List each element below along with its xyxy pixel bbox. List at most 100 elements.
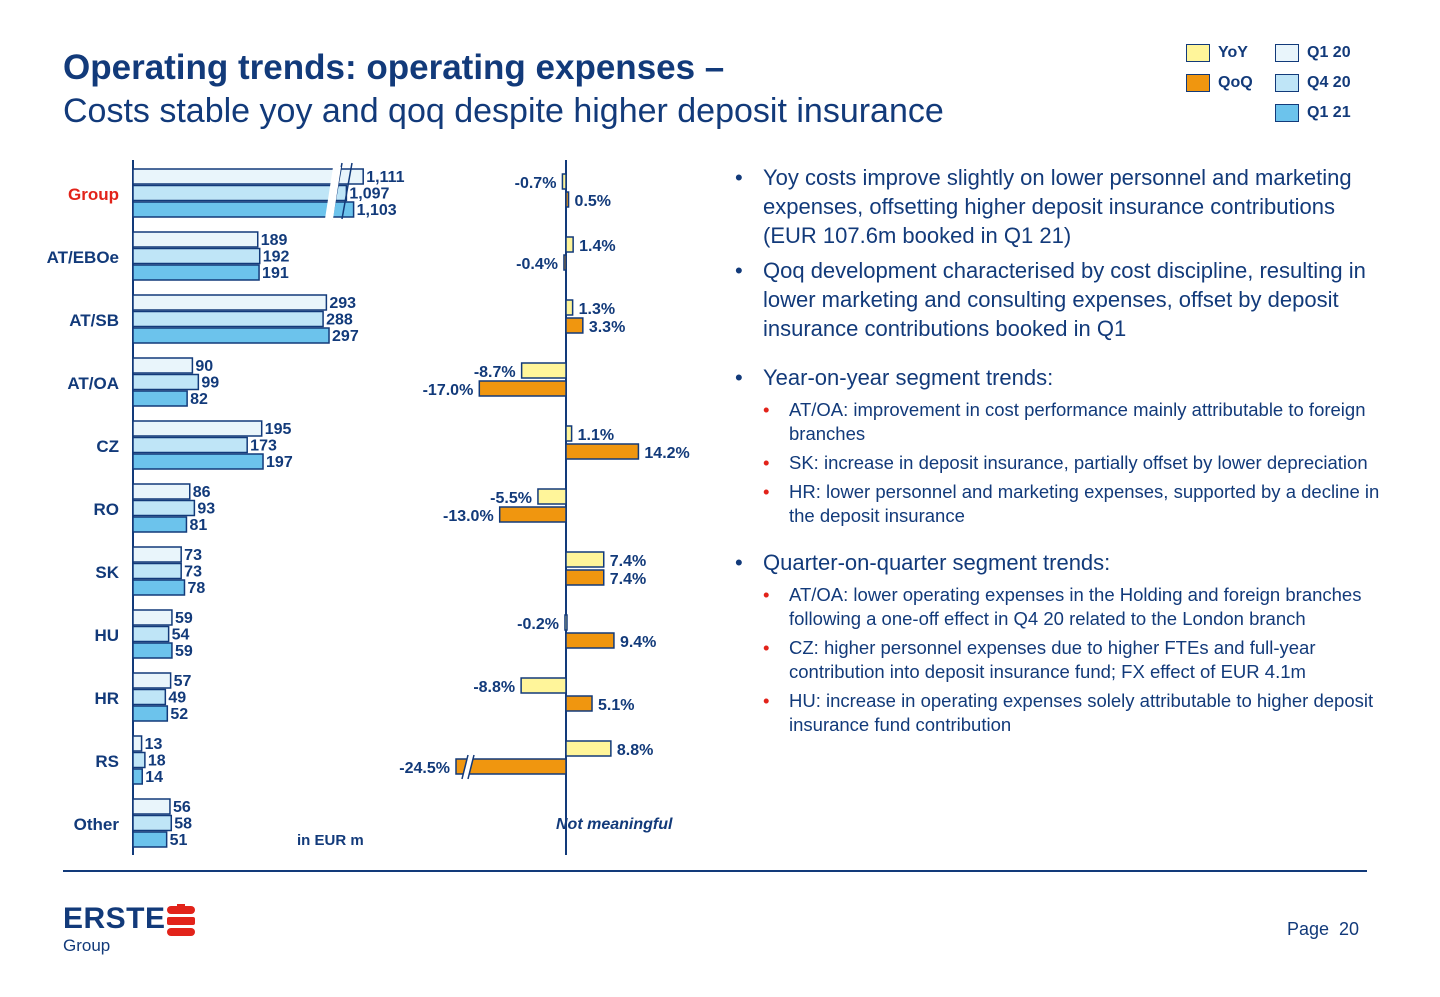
bar-q1 (132, 672, 172, 689)
sub-bullet-item: AT/OA: lower operating expenses in the H… (735, 583, 1385, 631)
data-label-qoq: -0.4% (516, 256, 558, 273)
bar-q1 (132, 420, 263, 437)
axis-break-mark (467, 754, 475, 780)
data-label-q121: 1,103 (357, 202, 397, 219)
legend-q4-20: Q4 20 (1275, 74, 1351, 92)
bar-q4 (132, 688, 167, 706)
bar-yoy (565, 236, 574, 253)
bar-yoy (564, 614, 568, 631)
bar-q4 (132, 184, 348, 202)
unit-note: in EUR m (297, 832, 364, 849)
data-label-yoy: -0.2% (517, 616, 559, 633)
bar-qoq (478, 380, 567, 397)
sub-bullet-item: CZ: higher personnel expenses due to hig… (735, 636, 1385, 684)
bar-q121 (132, 327, 330, 344)
bar-qoq (565, 443, 640, 460)
data-label-q4: 58 (174, 816, 192, 833)
data-label-q4: 93 (197, 501, 215, 518)
data-label-q121: 52 (170, 706, 188, 723)
legend-q1-20-label: Q1 20 (1307, 44, 1351, 61)
data-label-qoq: 9.4% (620, 634, 656, 651)
bar-qoq (565, 191, 570, 208)
bar-yoy (520, 362, 567, 379)
bar-q4 (132, 499, 196, 517)
erste-logo: ERSTE Group (63, 902, 195, 956)
bullet-item: Year-on-year segment trends: (735, 363, 1385, 392)
data-label-yoy: -8.7% (474, 364, 516, 381)
legend-yoy: YoY (1186, 44, 1248, 62)
data-label-q121: 81 (189, 517, 207, 534)
legend-q1-21: Q1 21 (1275, 104, 1351, 122)
bar-q121 (132, 390, 188, 407)
legend-q1-21-label: Q1 21 (1307, 104, 1351, 121)
erste-s-mark-icon (167, 904, 195, 936)
data-label-q1: 13 (145, 736, 163, 753)
category-label: HU (94, 626, 119, 645)
sub-bullet-item: HR: lower personnel and marketing expens… (735, 480, 1385, 528)
bar-q1 (132, 357, 194, 374)
data-label-q4: 49 (168, 690, 186, 707)
bar-q1 (132, 483, 191, 500)
data-label-qoq: -24.5% (399, 760, 450, 777)
data-label-q4: 73 (184, 564, 202, 581)
bar-q121 (132, 768, 143, 785)
bar-q4 (132, 625, 170, 643)
bar-yoy (565, 299, 574, 316)
bar-q4 (132, 310, 324, 328)
data-label-yoy: -5.5% (490, 490, 532, 507)
legend-yoy-label: YoY (1218, 44, 1248, 61)
bar-yoy (561, 173, 567, 190)
bar-q1 (132, 231, 259, 248)
data-label-q4: 99 (201, 375, 219, 392)
data-label-q1: 56 (173, 799, 191, 816)
bar-yoy (537, 488, 567, 505)
page-number-value: 20 (1339, 919, 1360, 939)
page-title: Operating trends: operating expenses – (63, 48, 725, 87)
bar-yoy (565, 740, 612, 757)
data-label-qoq: -17.0% (423, 382, 474, 399)
commentary-bullets: Yoy costs improve slightly on lower pers… (735, 163, 1385, 742)
sub-bullet-item: AT/OA: improvement in cost performance m… (735, 398, 1385, 446)
bar-q121 (132, 642, 173, 659)
category-label: CZ (96, 437, 119, 456)
data-label-q1: 90 (195, 358, 213, 375)
axis-break-mark (341, 162, 353, 220)
logo-sub: Group (63, 936, 111, 955)
legend-qoq-swatch (1186, 74, 1210, 92)
bar-qoq (455, 758, 567, 775)
data-label-qoq: 5.1% (598, 697, 634, 714)
category-label: Other (74, 815, 120, 834)
bullet-item: Yoy costs improve slightly on lower pers… (735, 163, 1385, 250)
category-label: RO (94, 500, 120, 519)
bar-q121 (132, 453, 264, 470)
bar-q4 (132, 247, 261, 265)
legend-yoy-swatch (1186, 44, 1210, 62)
data-label-q1: 73 (184, 547, 202, 564)
bar-qoq (565, 695, 593, 712)
legend-qoq: QoQ (1186, 74, 1253, 92)
data-label-q121: 51 (170, 832, 188, 849)
bar-q121 (132, 831, 168, 848)
page-subtitle: Costs stable yoy and qoq despite higher … (63, 92, 944, 130)
data-label-q4: 288 (326, 312, 353, 329)
data-label-q4: 173 (250, 438, 277, 455)
legend-q1-20: Q1 20 (1275, 44, 1351, 62)
data-label-q4: 192 (263, 249, 290, 266)
legend-q1-21-swatch (1275, 104, 1299, 122)
data-label-q4: 18 (148, 753, 166, 770)
data-label-yoy: 8.8% (617, 742, 653, 759)
data-label-yoy: -8.8% (473, 679, 515, 696)
data-label-q1: 57 (174, 673, 192, 690)
bar-q1 (132, 798, 171, 815)
category-label: AT/OA (67, 374, 119, 393)
sub-bullet-item: HU: increase in operating expenses solel… (735, 689, 1385, 737)
data-label-q4: 54 (172, 627, 190, 644)
axis-break-gap (325, 167, 341, 219)
data-label-qoq: 0.5% (575, 193, 611, 210)
bar-q121 (132, 705, 169, 722)
logo-text: ERSTE (63, 902, 166, 935)
legend-q1-20-swatch (1275, 44, 1299, 62)
bar-yoy (565, 551, 605, 568)
legend-q4-20-swatch (1275, 74, 1299, 92)
data-label-qoq: -13.0% (443, 508, 494, 525)
